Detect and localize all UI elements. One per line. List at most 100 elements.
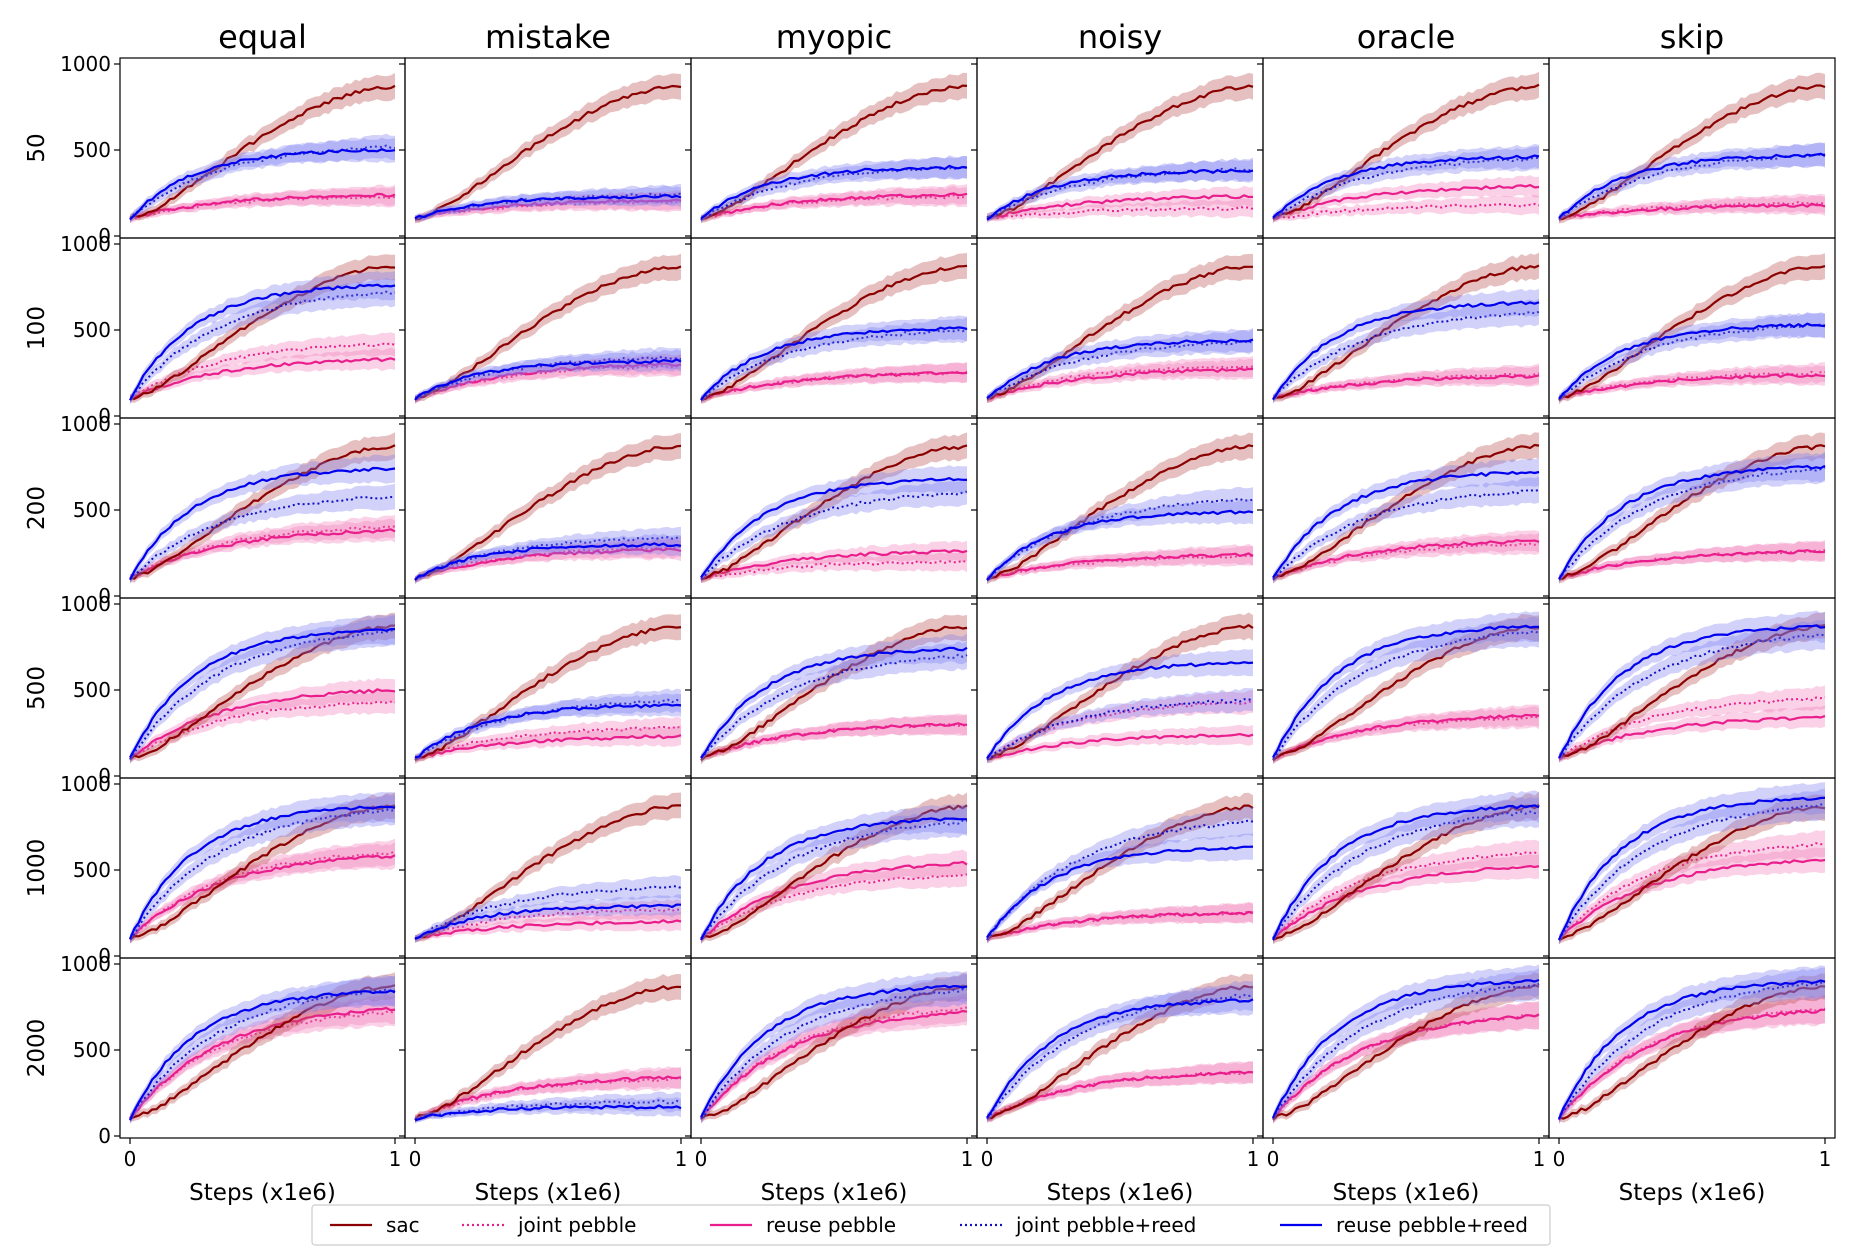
legend-entry-reuse-pebble-reed: reuse pebble+reed <box>1280 1213 1528 1237</box>
plot-area <box>986 612 1254 764</box>
plot-area <box>1558 72 1826 224</box>
line-sac <box>1272 625 1540 762</box>
panel-50-noisy <box>971 57 1264 239</box>
band-joint-pebble <box>1559 362 1825 402</box>
line-reuse-pebble <box>986 367 1254 400</box>
ytick-label: 1000 <box>60 52 111 76</box>
plot-area <box>1558 610 1826 763</box>
band-joint-pebble <box>415 536 681 582</box>
line-joint-pebble-reed <box>700 166 968 221</box>
line-sac <box>1558 623 1826 759</box>
band-joint-pebble-reed <box>415 875 681 943</box>
line-sac <box>129 804 396 941</box>
plot-area <box>129 612 396 764</box>
xaxis-label: Steps (x1e6) <box>189 1180 336 1206</box>
line-reuse-pebble-reed <box>414 542 682 581</box>
band-reuse-pebble <box>1559 995 1825 1123</box>
line-joint-pebble-reed <box>129 144 396 221</box>
row-label-200: 200 <box>24 486 50 530</box>
xaxis-label: Steps (x1e6) <box>761 1180 908 1206</box>
band-reuse-pebble <box>987 724 1253 762</box>
plot-area <box>128 972 396 1125</box>
band-joint-pebble-reed <box>415 183 681 222</box>
band-reuse-pebble-reed <box>701 465 967 582</box>
plot-area <box>700 971 968 1125</box>
line-reuse-pebble <box>700 192 968 221</box>
line-reuse-pebble <box>414 1075 682 1121</box>
line-reuse-pebble-reed <box>700 984 968 1118</box>
line-reuse-pebble-reed <box>1272 804 1540 941</box>
band-joint-pebble <box>1273 194 1539 221</box>
xtick-label: 1 <box>1819 1147 1832 1171</box>
band-joint-pebble-reed <box>701 641 967 763</box>
band-reuse-pebble-reed <box>987 159 1253 223</box>
line-reuse-pebble-reed <box>1558 322 1826 400</box>
band-joint-pebble <box>130 515 395 582</box>
xaxis-label: Steps (x1e6) <box>1047 1180 1194 1206</box>
line-reuse-pebble <box>1558 549 1826 579</box>
line-reuse-pebble <box>986 194 1254 220</box>
band-joint-pebble-reed <box>1559 967 1825 1123</box>
panel-200-equal <box>114 417 406 599</box>
xtick-label: 1 <box>1247 1147 1260 1171</box>
band-reuse-pebble-reed <box>1273 288 1539 404</box>
band-joint-pebble-reed <box>987 688 1253 764</box>
line-joint-pebble <box>129 195 396 221</box>
ytick-label: 1000 <box>60 952 111 976</box>
band-joint-pebble-reed <box>1273 617 1539 764</box>
line-reuse-pebble <box>1558 373 1826 400</box>
line-sac <box>129 444 396 580</box>
band-sac <box>1273 972 1539 1124</box>
xtick-label: 0 <box>1553 1147 1566 1171</box>
band-sac <box>130 73 395 222</box>
line-reuse-pebble-reed <box>986 168 1254 221</box>
panel-50-skip <box>1543 57 1836 239</box>
line-sac <box>986 444 1254 582</box>
line-reuse-pebble-reed <box>128 805 396 940</box>
band-joint-pebble-reed <box>1559 142 1825 222</box>
band-sac <box>415 433 681 585</box>
line-joint-pebble-reed <box>700 328 968 400</box>
line-reuse-pebble <box>1558 715 1826 761</box>
plot-area <box>1557 965 1826 1125</box>
ytick-label: 500 <box>73 138 111 162</box>
line-joint-pebble-reed <box>1558 981 1826 1119</box>
band-joint-pebble-reed <box>130 133 395 224</box>
line-joint-pebble-reed <box>986 498 1254 581</box>
plot-area <box>986 72 1254 223</box>
line-sac <box>1272 83 1540 221</box>
plot-area <box>414 433 682 585</box>
panel-200-oracle <box>1257 417 1550 599</box>
plot-area <box>986 973 1254 1124</box>
line-reuse-pebble <box>700 1009 968 1119</box>
band-sac <box>1559 72 1825 224</box>
band-joint-pebble-reed <box>987 806 1253 945</box>
line-reuse-pebble-reed <box>700 817 968 941</box>
panel-500-skip <box>1543 597 1836 779</box>
band-joint-pebble <box>1273 1001 1539 1123</box>
band-sac <box>1559 973 1825 1123</box>
panel-100-skip <box>1543 237 1836 419</box>
legend-label: reuse pebble <box>766 1213 896 1237</box>
line-joint-pebble-reed <box>986 819 1254 941</box>
line-joint-pebble-reed <box>1558 633 1826 759</box>
band-reuse-pebble-reed <box>415 185 681 222</box>
band-joint-pebble-reed <box>415 526 681 584</box>
band-sac <box>701 792 967 944</box>
line-joint-pebble <box>1558 548 1826 580</box>
line-reuse-pebble <box>700 722 968 759</box>
band-reuse-pebble-reed <box>1559 142 1825 222</box>
band-reuse-pebble <box>130 842 395 943</box>
line-reuse-pebble-reed <box>986 845 1254 939</box>
xtick-label: 0 <box>1267 1147 1280 1171</box>
band-joint-pebble <box>1559 994 1825 1125</box>
band-joint-pebble-reed <box>987 329 1253 402</box>
line-reuse-pebble <box>1272 374 1540 399</box>
legend-label: reuse pebble+reed <box>1336 1213 1528 1237</box>
panel-2000-myopic <box>685 957 978 1144</box>
line-joint-pebble <box>1272 203 1540 220</box>
line-sac <box>986 624 1254 761</box>
band-joint-pebble-reed <box>1273 146 1539 222</box>
band-reuse-pebble-reed <box>701 315 967 404</box>
plot-area <box>1272 964 1540 1124</box>
